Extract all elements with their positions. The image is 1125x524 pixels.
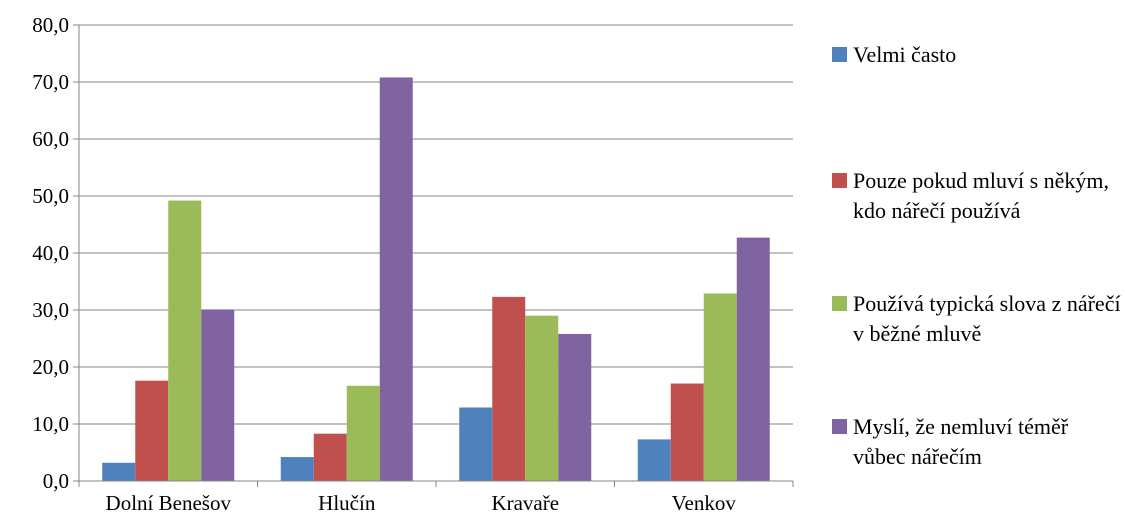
x-tick-label: Kravaře: [491, 491, 559, 515]
legend: Velmi často Pouze pokud mluví s někým, k…: [832, 0, 1122, 524]
y-tick-label: 80,0: [32, 13, 69, 37]
bar: [736, 237, 770, 481]
y-tick-label: 50,0: [32, 184, 69, 208]
bar: [168, 200, 202, 481]
legend-swatch: [832, 173, 847, 188]
bar: [670, 383, 704, 481]
legend-item-mysli: Myslí, že nemluví téměř vůbec nářečím: [832, 412, 1123, 472]
bar: [280, 457, 314, 481]
bar: [637, 439, 671, 481]
legend-label: Používá typická slova z nářečí v běžné m…: [853, 291, 1121, 346]
bar: [313, 433, 347, 481]
legend-swatch: [832, 47, 847, 62]
y-tick-label: 30,0: [32, 298, 69, 322]
x-tick-label: Venkov: [672, 491, 737, 515]
y-tick-label: 70,0: [32, 70, 69, 94]
legend-swatch: [832, 419, 847, 434]
x-tick-label: Hlučín: [318, 491, 376, 515]
bar: [135, 380, 169, 481]
y-tick-label: 40,0: [32, 241, 69, 265]
y-tick-label: 60,0: [32, 127, 69, 151]
legend-label: Pouze pokud mluví s někým, kdo nářečí po…: [853, 168, 1110, 223]
legend-item-pouziva-slova: Používá typická slova z nářečí v běžné m…: [832, 289, 1123, 349]
axes: [73, 24, 794, 487]
bar: [102, 462, 136, 481]
bar: [459, 407, 493, 481]
x-tick-label: Dolní Benešov: [106, 491, 232, 515]
legend-label: Myslí, že nemluví téměř vůbec nářečím: [853, 414, 1069, 469]
bar: [558, 333, 592, 481]
legend-item-velmi-casto: Velmi často: [832, 40, 1123, 70]
y-axis-tick-labels: 0,0 10,0 20,0 30,0 40,0 50,0 60,0 70,0 80,0: [32, 13, 69, 493]
legend-item-pouze-pokud: Pouze pokud mluví s někým, kdo nářečí po…: [832, 166, 1113, 226]
bar: [201, 309, 235, 481]
legend-label: Velmi často: [853, 42, 957, 67]
bar: [703, 293, 737, 481]
legend-swatch: [832, 296, 847, 311]
y-tick-label: 20,0: [32, 355, 69, 379]
bar: [525, 315, 559, 481]
x-axis-tick-labels: Dolní Benešov Hlučín Kravaře Venkov: [106, 491, 737, 515]
bar: [346, 385, 380, 481]
bar: [379, 77, 413, 481]
y-tick-label: 10,0: [32, 412, 69, 436]
bars: [102, 77, 770, 481]
bar: [492, 296, 526, 481]
y-tick-label: 0,0: [43, 469, 69, 493]
